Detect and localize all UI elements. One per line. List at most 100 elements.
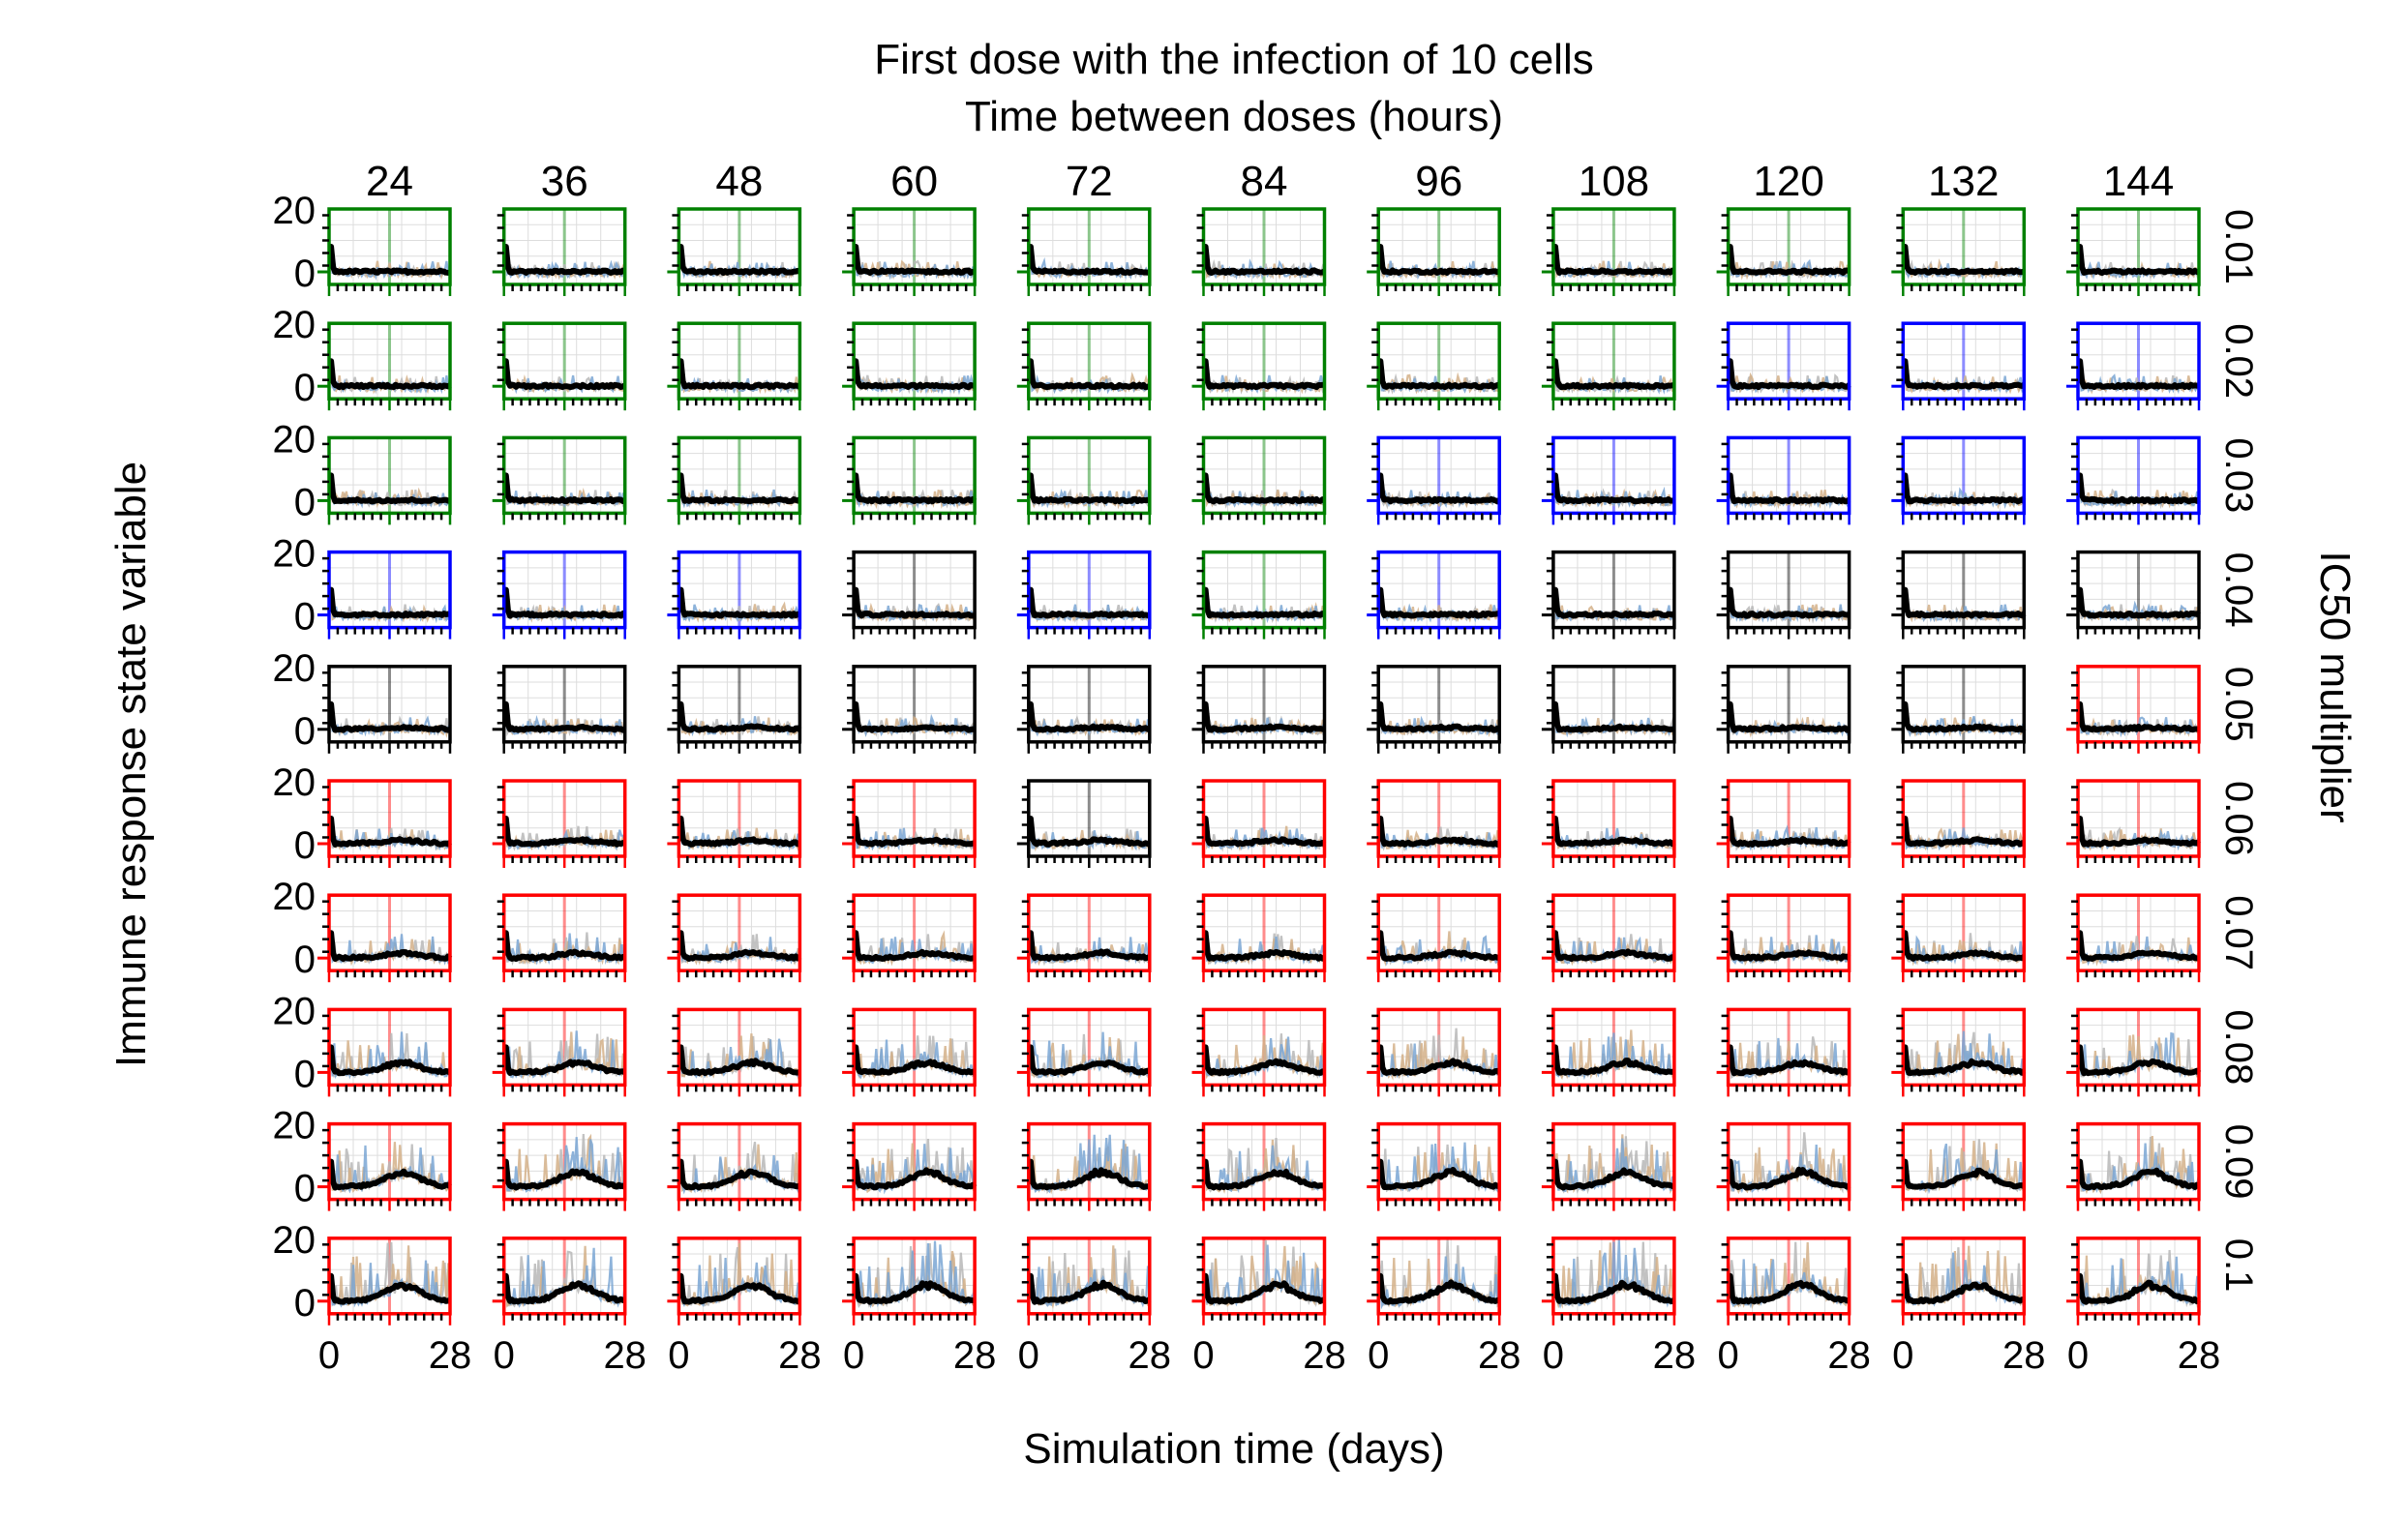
- y-tick-label: 20: [273, 761, 316, 804]
- mean-series-line: [328, 1272, 451, 1305]
- panel: [2066, 321, 2201, 411]
- column-label: 120: [1753, 158, 1823, 205]
- y-tick-label: 0: [294, 939, 316, 981]
- mean-series-line: [1027, 586, 1151, 619]
- mean-series-line: [677, 1158, 801, 1191]
- mean-series-line: [1727, 472, 1851, 505]
- mean-series-line: [2077, 816, 2201, 848]
- panel: [1891, 1121, 2027, 1211]
- mean-series-line: [1552, 358, 1675, 391]
- panel: [1541, 893, 1676, 983]
- panel: [1891, 1237, 2027, 1326]
- y-axis-label: Immune response state variable: [107, 462, 155, 1067]
- panel: [317, 893, 453, 983]
- panel: [667, 321, 802, 411]
- panel: [1891, 207, 2027, 296]
- column-label: 144: [2103, 158, 2174, 205]
- panel: [2066, 1237, 2201, 1326]
- panel: [667, 1121, 802, 1211]
- mean-series-line: [853, 700, 977, 733]
- mean-series-line: [328, 244, 451, 276]
- right-axis-label: IC50 multiplier: [2311, 551, 2359, 822]
- panel: [842, 1237, 977, 1326]
- mean-series-line: [677, 1272, 801, 1305]
- replicate-series-line: [677, 1242, 801, 1307]
- x-tick-label: 0: [843, 1334, 864, 1377]
- panel: [1541, 435, 1676, 525]
- mean-series-line: [1027, 816, 1151, 848]
- mean-series-line: [1902, 472, 2027, 505]
- panel: [1191, 665, 1327, 754]
- y-tick-label: 0: [294, 596, 316, 639]
- panel: [492, 893, 627, 983]
- panel: [842, 321, 977, 411]
- panel: [667, 550, 802, 640]
- panel: [842, 435, 978, 525]
- row-label: 0.01: [2217, 209, 2260, 284]
- panel: [1191, 207, 1327, 296]
- y-tick-label: 20: [273, 533, 316, 576]
- mean-series-line: [1202, 1044, 1326, 1077]
- mean-series-line: [1727, 700, 1851, 733]
- panel: [1716, 1237, 1851, 1326]
- mean-series-line: [677, 586, 801, 619]
- column-label: 60: [890, 158, 938, 205]
- row-label: 0.04: [2217, 552, 2260, 628]
- row-label: 0.03: [2217, 437, 2260, 513]
- x-tick-label: 0: [1543, 1334, 1564, 1377]
- y-tick-label: 20: [273, 304, 316, 346]
- panel: [1541, 665, 1676, 754]
- mean-series-line: [2077, 1158, 2200, 1191]
- mean-series-line: [502, 358, 627, 391]
- panel: [1891, 550, 2027, 640]
- mean-series-line: [1727, 358, 1851, 391]
- panel: [2066, 665, 2201, 754]
- panel: [1541, 321, 1676, 411]
- mean-series-line: [1202, 700, 1326, 733]
- mean-series-line: [1027, 1272, 1152, 1305]
- x-tick-label: 28: [2002, 1334, 2046, 1377]
- mean-series-line: [1202, 472, 1326, 505]
- panel: [667, 207, 802, 296]
- mean-series-line: [1377, 700, 1501, 733]
- x-axis-label: Simulation time (days): [1023, 1425, 1444, 1473]
- panel: [492, 321, 627, 411]
- y-tick-label: 0: [294, 1053, 316, 1095]
- panel: [2066, 207, 2201, 296]
- panel: [1541, 779, 1676, 868]
- mean-series-line: [1377, 472, 1501, 505]
- mean-series-line: [1202, 930, 1326, 962]
- replicate-series-line: [1552, 931, 1675, 965]
- y-tick-label: 0: [294, 481, 316, 523]
- x-tick-label: 28: [603, 1334, 647, 1377]
- small-multiples-grid: 20 0 0.01 24 36 48 60 72 84 96 108 120 132 144 20 0 0.02…: [273, 158, 2261, 1377]
- panel: [842, 207, 977, 296]
- panel: [1191, 779, 1327, 868]
- mean-series-line: [1552, 1158, 1675, 1191]
- mean-series-line: [502, 244, 626, 276]
- panel: [1367, 435, 1501, 525]
- y-tick-label: 20: [273, 647, 316, 690]
- mean-series-line: [1202, 1158, 1326, 1191]
- panel: [1716, 1121, 1851, 1211]
- mean-series-line: [1377, 930, 1501, 962]
- mean-series-line: [2077, 930, 2200, 962]
- mean-series-line: [677, 358, 801, 391]
- mean-series-line: [1552, 1272, 1676, 1305]
- mean-series-line: [2077, 1044, 2202, 1077]
- x-tick-label: 0: [1892, 1334, 1913, 1377]
- mean-series-line: [1027, 244, 1151, 276]
- panel: [317, 1121, 452, 1211]
- mean-series-line: [1027, 472, 1151, 505]
- panel: [667, 779, 802, 868]
- panel: [2066, 1007, 2202, 1097]
- panel: [1367, 1237, 1501, 1326]
- panel: [1191, 1007, 1327, 1097]
- panel: [317, 665, 452, 754]
- x-tick-label: 0: [668, 1334, 689, 1377]
- panel: [1891, 321, 2027, 411]
- y-tick-label: 0: [294, 253, 316, 295]
- mean-series-line: [328, 586, 451, 619]
- chart-title: First dose with the infection of 10 cell…: [874, 36, 1593, 83]
- x-tick-label: 0: [1018, 1334, 1039, 1377]
